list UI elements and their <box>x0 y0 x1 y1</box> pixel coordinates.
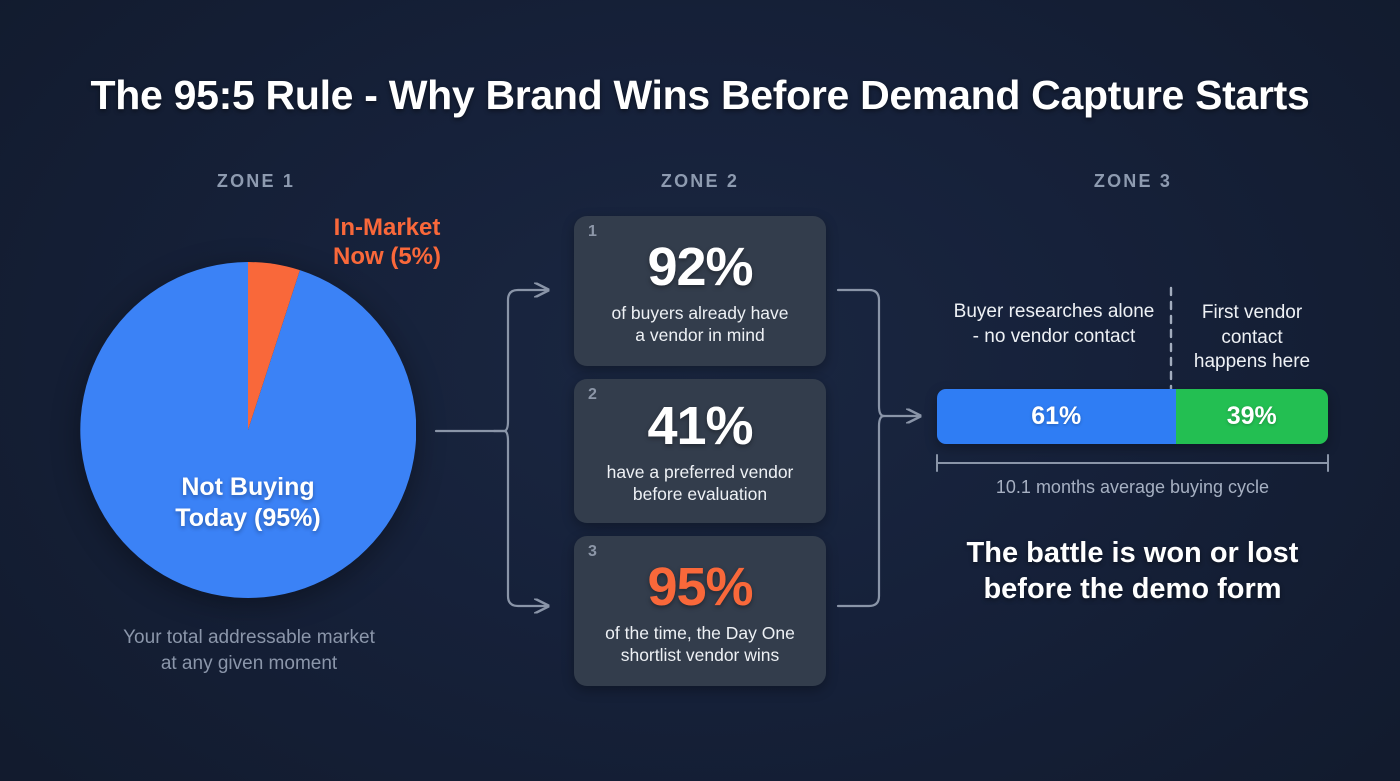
buying-cycle-bracket <box>936 454 1329 472</box>
stat-card-3-caption-line-1: of the time, the Day One <box>605 623 795 643</box>
in-market-line-1: In-Market <box>333 214 441 241</box>
buyer-research-note: Buyer researches alone - no vendor conta… <box>938 300 1170 349</box>
buyer-research-note-line-1: Buyer researches alone <box>953 301 1155 322</box>
stat-card-1-caption-line-1: of buyers already have <box>611 303 789 323</box>
stat-card-3-caption: of the time, the Day One shortlist vendo… <box>574 623 826 667</box>
zone-2-label: ZONE 2 <box>660 171 740 191</box>
stat-card-2-caption-line-2: before evaluation <box>632 483 768 504</box>
connector-zone1-to-zone2 <box>434 290 548 606</box>
conclusion-line-1: The battle is won or lost <box>966 537 1299 569</box>
in-market-line-2: Now (5%) <box>333 242 441 270</box>
stat-card-3[interactable]: 3 95% of the time, the Day One shortlist… <box>574 536 826 686</box>
stat-card-3-caption-line-2: shortlist vendor wins <box>620 644 780 665</box>
stat-card-2-caption-line-1: have a preferred vendor <box>606 462 794 482</box>
market-pie-chart <box>80 262 416 598</box>
in-market-callout: In-Market Now (5%) <box>292 214 482 272</box>
buying-cycle-caption: 10.1 months average buying cycle <box>995 477 1270 497</box>
first-contact-note: First vendor contact happens here <box>1176 301 1328 375</box>
page-title: The 95:5 Rule - Why Brand Wins Before De… <box>90 72 1310 118</box>
conclusion-statement: The battle is won or lost before the dem… <box>905 535 1360 608</box>
stat-card-1-caption: of buyers already have a vendor in mind <box>574 303 826 347</box>
stat-card-1[interactable]: 1 92% of buyers already have a vendor in… <box>574 216 826 366</box>
zone-3-label: ZONE 3 <box>1093 171 1173 191</box>
stat-card-1-figure: 92% <box>647 237 753 297</box>
stat-card-3-number: 3 <box>588 543 597 560</box>
stat-card-2[interactable]: 2 41% have a preferred vendor before eva… <box>574 379 826 523</box>
first-contact-note-line-1: First vendor <box>1201 302 1303 323</box>
stat-card-2-number: 2 <box>588 386 597 403</box>
zone-1-label: ZONE 1 <box>216 171 296 191</box>
buying-cycle-stacked-bar: 61% 39% <box>937 389 1328 444</box>
bar-segment-research[interactable]: 61% <box>937 389 1176 444</box>
first-contact-note-line-2: contact <box>1221 326 1283 348</box>
pie-slice-not-buying <box>80 262 416 598</box>
bar-segment-vendor-contact[interactable]: 39% <box>1175 389 1328 444</box>
stat-card-1-number: 1 <box>588 223 597 240</box>
pie-slice-in-market <box>248 262 300 430</box>
tam-caption-line-2: at any given moment <box>160 653 338 675</box>
first-contact-note-line-3: happens here <box>1193 351 1311 373</box>
tam-caption-line-1: Your total addressable market <box>123 627 375 648</box>
stat-card-2-caption: have a preferred vendor before evaluatio… <box>574 462 826 506</box>
conclusion-line-2: before the demo form <box>983 573 1282 606</box>
tam-caption: Your total addressable market at any giv… <box>66 625 432 677</box>
stat-card-3-figure: 95% <box>647 557 753 617</box>
stat-card-2-figure: 41% <box>647 396 753 456</box>
pie-svg <box>80 262 416 598</box>
stat-card-1-caption-line-2: a vendor in mind <box>635 324 765 345</box>
buyer-research-note-line-2: - no vendor contact <box>972 325 1136 347</box>
